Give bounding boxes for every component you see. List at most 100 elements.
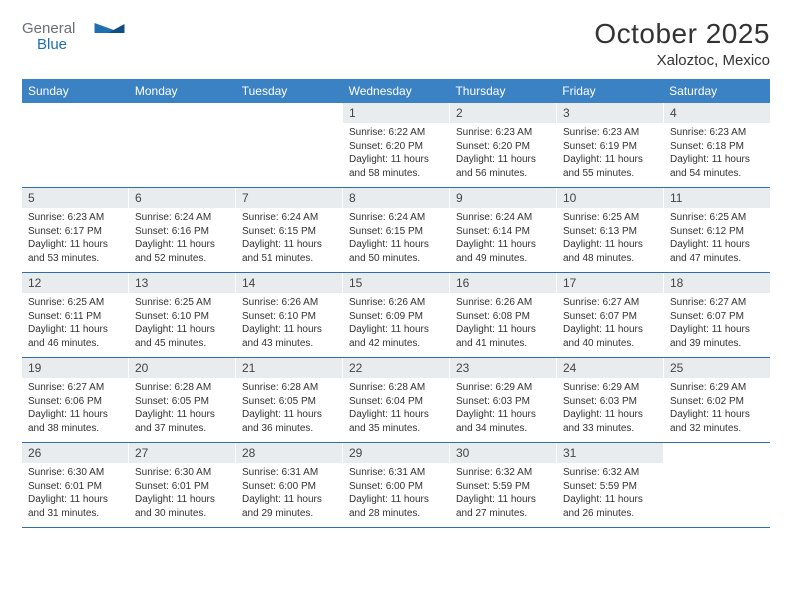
sunrise-value: 6:23 AM	[709, 127, 746, 138]
week-row: 26Sunrise: 6:30 AMSunset: 6:01 PMDayligh…	[22, 443, 770, 528]
sunrise-label: Sunrise:	[456, 212, 495, 223]
day-cell: 12Sunrise: 6:25 AMSunset: 6:11 PMDayligh…	[22, 273, 129, 357]
daylight-label: Daylight:	[456, 494, 498, 505]
day-number: 29	[343, 443, 449, 463]
day-info: Sunrise: 6:24 AMSunset: 6:14 PMDaylight:…	[450, 208, 556, 270]
sunrise-value: 6:25 AM	[602, 212, 639, 223]
daylight-label: Daylight:	[28, 239, 70, 250]
day-cell: 1Sunrise: 6:22 AMSunset: 6:20 PMDaylight…	[343, 103, 450, 187]
day-info: Sunrise: 6:23 AMSunset: 6:17 PMDaylight:…	[22, 208, 128, 270]
day-info: Sunrise: 6:23 AMSunset: 6:19 PMDaylight:…	[557, 123, 663, 185]
sunset-value: 6:04 PM	[386, 396, 423, 407]
sunset-value: 6:10 PM	[172, 311, 209, 322]
logo: General Blue	[22, 18, 132, 62]
day-info: Sunrise: 6:26 AMSunset: 6:10 PMDaylight:…	[236, 293, 342, 355]
daylight-label: Daylight:	[135, 239, 177, 250]
day-number: 17	[557, 273, 663, 293]
day-info: Sunrise: 6:28 AMSunset: 6:05 PMDaylight:…	[129, 378, 235, 440]
daylight-label: Daylight:	[563, 154, 605, 165]
sunrise-label: Sunrise:	[135, 467, 174, 478]
sunset-label: Sunset:	[242, 481, 279, 492]
sunset-label: Sunset:	[135, 311, 172, 322]
sunrise-label: Sunrise:	[563, 297, 602, 308]
sunrise-label: Sunrise:	[456, 127, 495, 138]
daylight-label: Daylight:	[349, 239, 391, 250]
sunset-label: Sunset:	[135, 481, 172, 492]
day-header: Saturday	[663, 79, 770, 103]
day-cell: 22Sunrise: 6:28 AMSunset: 6:04 PMDayligh…	[343, 358, 450, 442]
day-info: Sunrise: 6:29 AMSunset: 6:03 PMDaylight:…	[450, 378, 556, 440]
sunrise-value: 6:25 AM	[709, 212, 746, 223]
sunrise-value: 6:30 AM	[67, 467, 104, 478]
daylight-label: Daylight:	[135, 409, 177, 420]
day-cell: 2Sunrise: 6:23 AMSunset: 6:20 PMDaylight…	[450, 103, 557, 187]
sunset-value: 6:16 PM	[172, 226, 209, 237]
sunset-label: Sunset:	[670, 141, 707, 152]
sunrise-value: 6:24 AM	[281, 212, 318, 223]
day-header-row: SundayMondayTuesdayWednesdayThursdayFrid…	[22, 79, 770, 103]
day-header: Tuesday	[236, 79, 343, 103]
sunrise-label: Sunrise:	[242, 297, 281, 308]
day-info: Sunrise: 6:28 AMSunset: 6:04 PMDaylight:…	[343, 378, 449, 440]
daylight-label: Daylight:	[242, 239, 284, 250]
day-info: Sunrise: 6:26 AMSunset: 6:09 PMDaylight:…	[343, 293, 449, 355]
day-number: 20	[129, 358, 235, 378]
sunset-value: 6:07 PM	[707, 311, 744, 322]
daylight-label: Daylight:	[349, 324, 391, 335]
day-info: Sunrise: 6:27 AMSunset: 6:06 PMDaylight:…	[22, 378, 128, 440]
day-info: Sunrise: 6:28 AMSunset: 6:05 PMDaylight:…	[236, 378, 342, 440]
sunset-label: Sunset:	[563, 311, 600, 322]
daylight-label: Daylight:	[28, 324, 70, 335]
sunset-label: Sunset:	[670, 396, 707, 407]
day-info: Sunrise: 6:26 AMSunset: 6:08 PMDaylight:…	[450, 293, 556, 355]
sunrise-label: Sunrise:	[349, 382, 388, 393]
day-cell: 20Sunrise: 6:28 AMSunset: 6:05 PMDayligh…	[129, 358, 236, 442]
sunset-label: Sunset:	[135, 396, 172, 407]
day-cell: 15Sunrise: 6:26 AMSunset: 6:09 PMDayligh…	[343, 273, 450, 357]
day-number: 27	[129, 443, 235, 463]
sunset-value: 6:05 PM	[279, 396, 316, 407]
sunrise-label: Sunrise:	[349, 297, 388, 308]
day-header: Monday	[129, 79, 236, 103]
day-info: Sunrise: 6:31 AMSunset: 6:00 PMDaylight:…	[236, 463, 342, 525]
sunset-label: Sunset:	[456, 481, 493, 492]
sunset-label: Sunset:	[242, 311, 279, 322]
day-number: 1	[343, 103, 449, 123]
sunrise-value: 6:26 AM	[495, 297, 532, 308]
daylight-label: Daylight:	[456, 239, 498, 250]
sunrise-value: 6:22 AM	[388, 127, 425, 138]
day-header: Sunday	[22, 79, 129, 103]
day-info: Sunrise: 6:27 AMSunset: 6:07 PMDaylight:…	[557, 293, 663, 355]
day-number: 5	[22, 188, 128, 208]
day-cell	[129, 103, 236, 187]
daylight-label: Daylight:	[670, 239, 712, 250]
sunrise-label: Sunrise:	[563, 467, 602, 478]
sunset-label: Sunset:	[349, 141, 386, 152]
day-cell: 27Sunrise: 6:30 AMSunset: 6:01 PMDayligh…	[129, 443, 236, 527]
sunset-value: 6:07 PM	[600, 311, 637, 322]
day-cell: 13Sunrise: 6:25 AMSunset: 6:10 PMDayligh…	[129, 273, 236, 357]
daylight-label: Daylight:	[456, 324, 498, 335]
daylight-label: Daylight:	[28, 494, 70, 505]
sunrise-value: 6:26 AM	[281, 297, 318, 308]
sunset-label: Sunset:	[135, 226, 172, 237]
sunrise-label: Sunrise:	[28, 297, 67, 308]
day-cell: 24Sunrise: 6:29 AMSunset: 6:03 PMDayligh…	[557, 358, 664, 442]
day-info: Sunrise: 6:24 AMSunset: 6:15 PMDaylight:…	[343, 208, 449, 270]
day-info: Sunrise: 6:30 AMSunset: 6:01 PMDaylight:…	[22, 463, 128, 525]
sunrise-value: 6:24 AM	[388, 212, 425, 223]
sunrise-value: 6:23 AM	[67, 212, 104, 223]
day-cell: 9Sunrise: 6:24 AMSunset: 6:14 PMDaylight…	[450, 188, 557, 272]
day-number: 15	[343, 273, 449, 293]
week-row: 5Sunrise: 6:23 AMSunset: 6:17 PMDaylight…	[22, 188, 770, 273]
sunset-value: 6:00 PM	[386, 481, 423, 492]
day-cell: 23Sunrise: 6:29 AMSunset: 6:03 PMDayligh…	[450, 358, 557, 442]
day-number: 22	[343, 358, 449, 378]
sunset-value: 5:59 PM	[493, 481, 530, 492]
daylight-label: Daylight:	[456, 409, 498, 420]
day-cell: 7Sunrise: 6:24 AMSunset: 6:15 PMDaylight…	[236, 188, 343, 272]
day-cell: 8Sunrise: 6:24 AMSunset: 6:15 PMDaylight…	[343, 188, 450, 272]
sunset-label: Sunset:	[242, 226, 279, 237]
sunrise-label: Sunrise:	[349, 127, 388, 138]
daylight-label: Daylight:	[349, 494, 391, 505]
